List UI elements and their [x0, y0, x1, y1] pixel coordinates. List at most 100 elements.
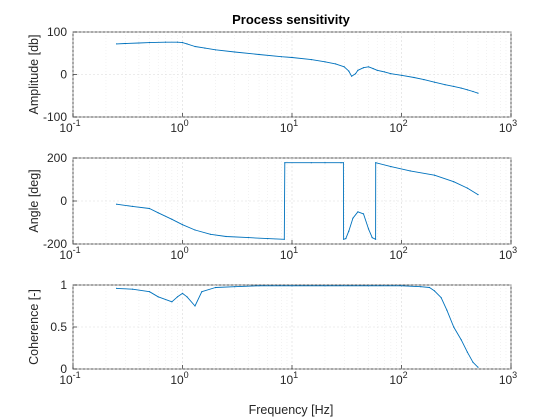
- angle-data-point: [348, 230, 350, 232]
- angle-data-point: [375, 162, 377, 164]
- x-tick-label: 101: [280, 245, 298, 262]
- amplitude-data-point: [351, 75, 353, 77]
- angle-data-point: [132, 205, 134, 207]
- coherence-data-point: [367, 285, 370, 287]
- y-tick-label: -200: [43, 237, 67, 251]
- amplitude-data-point: [477, 92, 479, 94]
- amplitude-data-point: [354, 73, 357, 75]
- amplitude-data-point: [335, 63, 337, 65]
- angle-data-point: [433, 174, 436, 176]
- coherence-data-point: [446, 309, 448, 311]
- amplitude-data-point: [204, 47, 206, 49]
- angle-data-point: [194, 229, 196, 231]
- amplitude-data-point: [423, 79, 425, 81]
- angle-data-point: [343, 238, 345, 240]
- amplitude-data-point: [181, 42, 184, 44]
- amplitude-data-point: [148, 42, 151, 44]
- amplitude-data-point: [367, 66, 370, 68]
- amplitude-data-point: [138, 42, 140, 44]
- angle-data-point: [324, 162, 326, 164]
- amplitude-data-point: [291, 56, 293, 59]
- y-tick-label: 0.5: [50, 320, 67, 334]
- angle-data-point: [367, 228, 370, 230]
- y-tick-label: 0: [60, 362, 67, 376]
- coherence-data-point: [116, 287, 118, 289]
- coherence-data-point: [194, 305, 196, 307]
- amplitude-data-point: [460, 87, 462, 89]
- amplitude-data-point: [234, 51, 236, 53]
- angle-data-point: [148, 207, 151, 210]
- y-tick-label: 100: [47, 25, 67, 39]
- coherence-y-axis-label: Coherence [-]: [27, 289, 41, 365]
- amplitude-data-point: [214, 49, 217, 51]
- amplitude-data-point: [413, 76, 415, 79]
- coherence-data-point: [176, 296, 179, 298]
- y-tick-label: 0: [60, 194, 67, 208]
- amplitude-data-point: [186, 43, 188, 45]
- coherence-data-point: [258, 285, 260, 287]
- amplitude-data-point: [164, 41, 167, 43]
- coherence-data-point: [428, 286, 431, 289]
- coherence-data-point: [214, 286, 217, 289]
- coherence-data-point: [186, 296, 188, 298]
- x-tick-label: 102: [389, 245, 407, 262]
- angle-data-point: [267, 238, 269, 240]
- coherence-data-point: [472, 361, 474, 363]
- angle-data-point: [375, 238, 377, 240]
- x-tick-label: 100: [170, 118, 188, 135]
- angle-data-point: [247, 237, 249, 239]
- angle-data-point: [284, 162, 286, 164]
- angle-data-point: [362, 213, 365, 215]
- x-tick-label: 100: [170, 370, 188, 387]
- angle-data-point: [342, 162, 344, 164]
- coherence-data-point: [420, 286, 422, 288]
- coherence-data-point: [291, 285, 293, 287]
- angle-data-point: [225, 235, 227, 238]
- x-axis-label: Frequency [Hz]: [249, 403, 334, 417]
- coherence-data-point: [466, 351, 468, 353]
- angle-data-point: [466, 187, 468, 189]
- coherence-data-point: [157, 296, 159, 298]
- angle-data-point: [357, 211, 359, 213]
- amplitude-data-point: [466, 89, 468, 91]
- coherence-data-point: [132, 288, 134, 290]
- x-tick-label: 101: [280, 118, 298, 135]
- amplitude-data-point: [472, 90, 474, 93]
- amplitude-data-point: [453, 85, 455, 87]
- x-tick-label: 103: [499, 118, 517, 135]
- amplitude-data-point: [400, 74, 403, 76]
- y-tick-label: 0: [60, 68, 67, 82]
- angle-data-point: [453, 181, 455, 183]
- amplitude-data-point: [124, 42, 126, 45]
- coherence-data-point: [324, 285, 326, 287]
- coherence-data-point: [433, 290, 436, 292]
- angle-data-point: [352, 217, 354, 219]
- amplitude-data-point: [348, 70, 350, 72]
- angle-data-point: [181, 224, 184, 226]
- amplitude-data-point: [324, 61, 326, 63]
- angle-data-point: [340, 162, 342, 164]
- y-tick-label: 200: [47, 151, 67, 165]
- amplitude-data-point: [176, 41, 179, 43]
- x-tick-label: 102: [389, 118, 407, 135]
- amplitude-y-axis-label: Amplitude [db]: [27, 35, 41, 115]
- angle-data-point: [409, 170, 411, 172]
- coherence-data-point: [234, 286, 236, 288]
- amplitude-data-point: [343, 66, 345, 68]
- amplitude-data-point: [362, 67, 365, 69]
- amplitude-data-point: [116, 43, 118, 45]
- angle-data-point: [116, 203, 118, 205]
- amplitude-data-point: [444, 84, 446, 86]
- y-tick-label: -100: [43, 110, 67, 124]
- x-tick-label: 102: [389, 370, 407, 387]
- x-tick-label: 101: [280, 370, 298, 387]
- x-tick-label: 103: [499, 245, 517, 262]
- coherence-data-point: [460, 339, 462, 341]
- coherence-data-point: [477, 366, 479, 368]
- angle-data-point: [171, 218, 173, 220]
- angle-data-point: [209, 233, 212, 235]
